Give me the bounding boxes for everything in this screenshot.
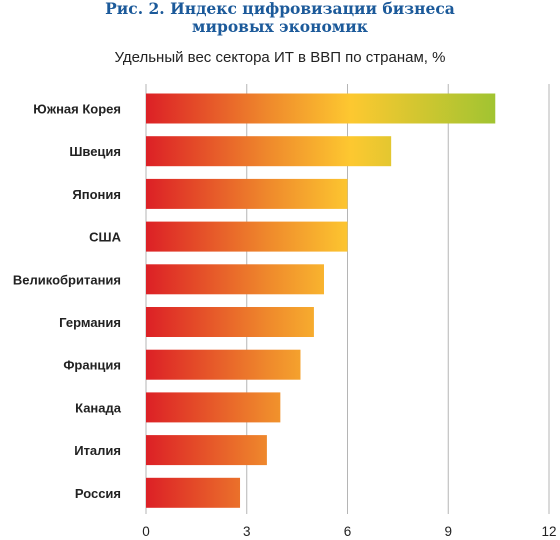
bar-6 [146, 349, 301, 380]
category-label-2: Япония [72, 187, 121, 202]
chart-subtitle: Удельный вес сектора ИТ в ВВП по странам… [114, 49, 446, 66]
chart-title-line-1: Рис. 2. Индекс цифровизации бизнеса [105, 0, 455, 18]
x-tick-label-0: 0 [142, 524, 150, 539]
bar-0 [146, 93, 496, 124]
category-label-4: Великобритания [13, 272, 121, 287]
category-label-0: Южная Корея [33, 102, 121, 117]
bar-8 [146, 435, 267, 466]
bar-1 [146, 136, 392, 167]
chart-title: Рис. 2. Индекс цифровизации бизнеса миро… [0, 0, 560, 36]
category-label-3: США [89, 230, 121, 245]
x-tick-label-3: 9 [444, 524, 452, 539]
x-tick-label-4: 12 [541, 524, 556, 539]
category-label-9: Россия [75, 486, 121, 501]
category-label-5: Германия [59, 315, 121, 330]
x-tick-label-1: 3 [243, 524, 251, 539]
bar-5 [146, 307, 314, 337]
category-label-7: Канада [75, 400, 122, 415]
bar-2 [146, 178, 348, 209]
category-label-8: Италия [74, 443, 121, 458]
category-label-6: Франция [63, 358, 121, 373]
x-tick-label-2: 6 [344, 524, 352, 539]
category-label-1: Швеция [69, 144, 121, 159]
bar-9 [146, 477, 241, 508]
bar-3 [146, 221, 348, 252]
bar-4 [146, 264, 324, 295]
bar-7 [146, 392, 281, 423]
chart-title-line-2: мировых экономик [192, 17, 368, 36]
